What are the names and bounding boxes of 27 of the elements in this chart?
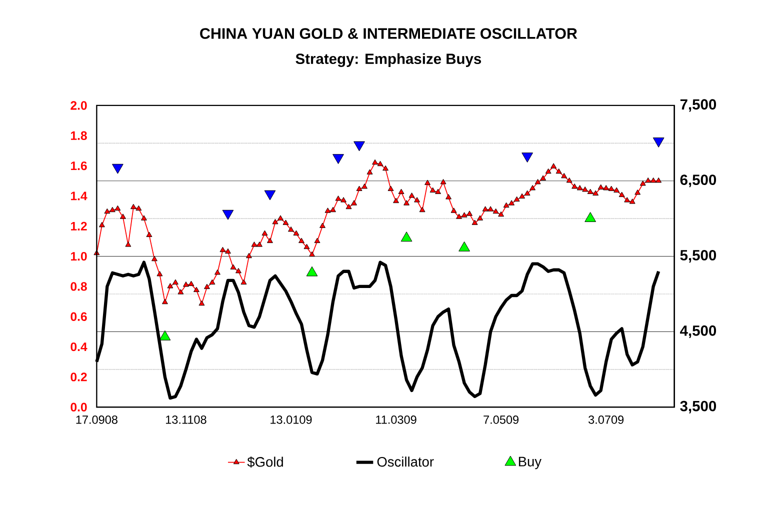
x-tick-label: 17.0908 — [76, 416, 118, 424]
chart-title: CHINA YUAN GOLD & INTERMEDIATE OSCILLATOR — [200, 28, 578, 40]
y2-tick-label: 4,500 — [680, 326, 716, 338]
x-tick-label: 3.0709 — [588, 416, 624, 424]
x-tick-label: 7.0509 — [484, 416, 519, 424]
y-tick-label: 0.2 — [70, 372, 87, 382]
y-tick-label: 1.4 — [71, 192, 88, 200]
y-tick-label: 0.0 — [70, 402, 87, 412]
y-tick-label: 0.8 — [70, 282, 87, 292]
y2-tick-label: 5,500 — [680, 250, 716, 263]
x-tick-label: 13.0109 — [270, 416, 312, 424]
y-tick-label: 1.8 — [71, 131, 87, 140]
y-tick-label: 1.6 — [71, 162, 87, 170]
chart-subtitle: Strategy: Emphasize Buys — [296, 53, 482, 68]
y-tick-label: 2.0 — [70, 101, 87, 110]
y2-tick-label: 7,500 — [680, 99, 716, 112]
y-tick-label: 1.2 — [71, 222, 87, 231]
y-tick-label: 0.6 — [70, 312, 87, 322]
y2-tick-label: 3,500 — [680, 401, 716, 414]
x-tick-label: 13.1108 — [166, 416, 206, 424]
y-tick-label: 1.0 — [71, 252, 87, 261]
legend-label: $Gold — [247, 456, 283, 468]
legend-label: Buy — [518, 457, 542, 470]
y2-tick-label: 6,500 — [680, 174, 716, 188]
legend-label: Oscillator — [377, 456, 434, 467]
x-tick-label: 11.0309 — [376, 416, 416, 424]
y-tick-label: 0.4 — [70, 342, 88, 352]
